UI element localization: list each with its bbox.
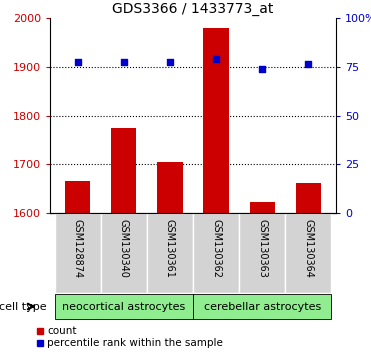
Text: GSM130364: GSM130364 — [303, 219, 313, 278]
Bar — [55, 294, 193, 319]
Bar — [65, 181, 91, 213]
Bar — [203, 28, 229, 213]
Text: GSM130362: GSM130362 — [211, 219, 221, 278]
Bar — [147, 213, 193, 293]
Point — [167, 59, 173, 65]
Title: GDS3366 / 1433773_at: GDS3366 / 1433773_at — [112, 1, 274, 16]
Text: neocortical astrocytes: neocortical astrocytes — [62, 302, 186, 312]
Text: cell type: cell type — [0, 302, 46, 312]
Point — [75, 59, 81, 65]
Text: GSM130340: GSM130340 — [119, 219, 129, 278]
Text: GSM130361: GSM130361 — [165, 219, 175, 278]
Bar — [101, 213, 147, 293]
Bar — [193, 294, 331, 319]
Bar — [239, 213, 285, 293]
Bar — [285, 213, 331, 293]
Point — [213, 57, 219, 62]
Bar — [250, 202, 275, 213]
Text: GSM130363: GSM130363 — [257, 219, 267, 278]
Bar — [193, 213, 239, 293]
Bar — [296, 183, 321, 213]
Point — [305, 62, 311, 67]
Text: GSM128874: GSM128874 — [73, 219, 83, 279]
Text: cerebellar astrocytes: cerebellar astrocytes — [204, 302, 321, 312]
Point — [121, 59, 127, 65]
Bar — [111, 128, 137, 213]
Bar — [157, 162, 183, 213]
Legend: count, percentile rank within the sample: count, percentile rank within the sample — [35, 325, 224, 349]
Point — [259, 66, 265, 72]
Bar — [55, 213, 101, 293]
